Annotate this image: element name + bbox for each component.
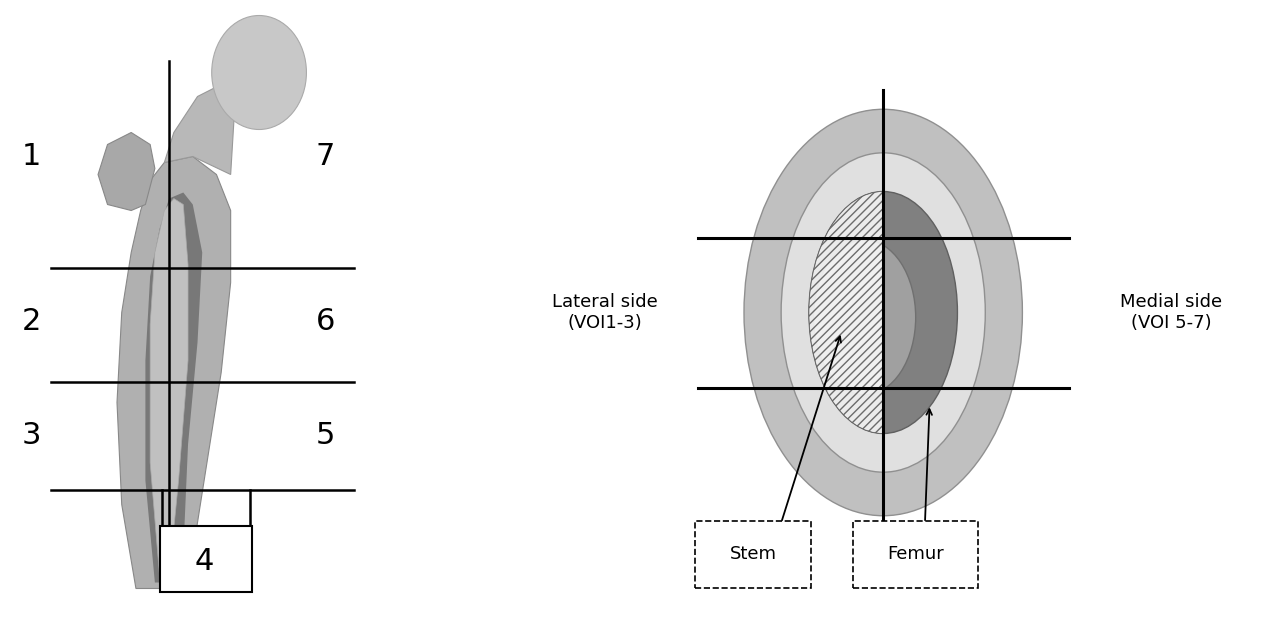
FancyBboxPatch shape [852,521,978,588]
FancyBboxPatch shape [160,526,252,591]
Polygon shape [164,84,236,174]
Polygon shape [150,199,188,576]
Text: Femur: Femur [887,546,945,563]
Text: Lateral side
(VOI1-3): Lateral side (VOI1-3) [552,293,658,332]
Ellipse shape [781,153,986,472]
Polygon shape [146,192,202,582]
Text: 3: 3 [22,421,41,450]
FancyBboxPatch shape [695,521,812,588]
Text: Medial side
(VOI 5-7): Medial side (VOI 5-7) [1120,293,1222,332]
Ellipse shape [814,240,915,395]
Text: 4: 4 [195,547,214,576]
Polygon shape [116,156,230,589]
Ellipse shape [809,191,957,434]
Polygon shape [99,132,155,211]
Text: 7: 7 [316,142,335,171]
Text: 5: 5 [316,421,335,450]
Text: 1: 1 [22,142,41,171]
Bar [420,0,883,625]
Text: Stem: Stem [730,546,777,563]
Ellipse shape [211,16,306,129]
Text: 2: 2 [22,307,41,336]
Ellipse shape [809,191,957,434]
Ellipse shape [744,109,1023,516]
Text: 6: 6 [316,307,335,336]
